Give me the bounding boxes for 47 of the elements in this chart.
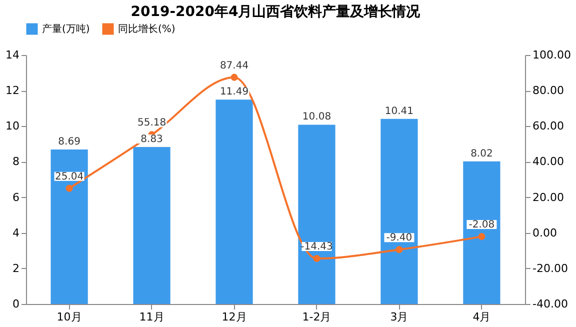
y2-tick-label: -20.00	[532, 262, 568, 275]
point	[478, 233, 486, 240]
data-label: 55.18	[137, 118, 166, 129]
point	[313, 254, 320, 262]
y-tick-label: 6	[12, 190, 20, 204]
y2-tick-label: 100.00	[532, 48, 571, 62]
y-tick-label: 12	[6, 84, 20, 98]
data-label: -2.08	[468, 220, 495, 231]
bar	[380, 118, 418, 304]
data-label: 11.49	[220, 86, 249, 98]
y2-tick-label: -40.00	[532, 298, 568, 310]
bar	[298, 124, 336, 304]
y-tick-label: 8	[12, 155, 20, 168]
x-tick-label: 1-2月	[302, 310, 332, 324]
bar	[50, 149, 88, 304]
bar	[133, 146, 170, 304]
point	[230, 74, 238, 81]
legend-label: 同比增长(%)	[118, 23, 176, 35]
y-tick-label: 4	[12, 226, 20, 240]
data-label: 8.02	[470, 148, 493, 160]
x-tick-label: 11月	[139, 310, 164, 324]
x-tick-label: 3月	[390, 310, 408, 324]
data-label: 10.08	[302, 112, 332, 123]
y-tick-label: 2	[12, 262, 20, 275]
x-tick-label: 10月	[56, 310, 82, 324]
x-tick-label: 4月	[472, 310, 491, 324]
data-label: 8.83	[140, 134, 163, 145]
data-label: 8.69	[58, 136, 80, 148]
legend-label: 产量(万吨)	[42, 23, 90, 35]
bar	[216, 100, 253, 304]
y2-tick-label: 0.00	[532, 226, 557, 240]
point	[396, 246, 403, 254]
data-label: 87.44	[220, 60, 249, 72]
y2-tick-label: 80.00	[532, 84, 564, 98]
y2-tick-label: 20.00	[532, 190, 564, 204]
y-tick-label: 10	[6, 120, 20, 133]
y-tick-label: 0	[12, 298, 20, 310]
y-tick-label: 14	[6, 48, 20, 62]
x-tick-label: 12月	[222, 310, 247, 324]
data-label: -9.40	[386, 232, 412, 244]
data-label: 10.41	[384, 106, 414, 117]
y2-tick-label: 40.00	[532, 155, 564, 168]
y2-tick-label: 60.00	[532, 120, 564, 133]
data-label: 25.04	[54, 171, 84, 182]
chart-title: 2019-2020年4月山西省饮料产量及增长情况	[130, 3, 422, 20]
bar	[463, 161, 500, 304]
point	[66, 184, 73, 192]
